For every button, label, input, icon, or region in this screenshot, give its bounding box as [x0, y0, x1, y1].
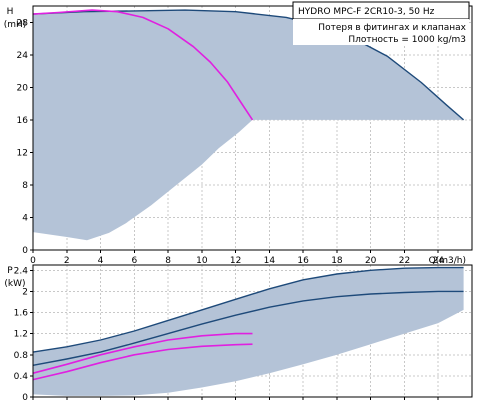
power-ytick-label: 1.2 [14, 330, 28, 340]
power-panel: 0 0.4 0.8 1.2 1.6 2 2.4P (kW) [4, 264, 473, 400]
head-operating-area [33, 10, 464, 241]
head-xtick-label: 20 [365, 256, 377, 266]
head-xtick-label: 18 [331, 256, 343, 266]
head-xtick-label: 8 [165, 256, 171, 266]
power-ytick-label: 2.4 [14, 266, 29, 276]
head-ytick-label: 4 [22, 213, 28, 223]
head-ytick-label: 12 [17, 148, 28, 158]
power-series-line-3 [32, 343, 253, 381]
power-series-line-2 [32, 332, 253, 374]
head-ytick-label: 28 [17, 18, 29, 28]
head-xlabel: Q(m3/h) [429, 256, 466, 266]
head-xtick-label: 4 [98, 256, 104, 266]
power-plot-border [32, 264, 473, 398]
head-xtick-label: 12 [230, 256, 241, 266]
head-xtick-label: 2 [64, 256, 70, 266]
power-operating-area [33, 267, 464, 396]
head-ytick-label: 8 [22, 181, 28, 191]
power-ytick-label: 0.4 [14, 372, 29, 382]
power-ytick-label: 1.6 [14, 309, 29, 319]
head-xtick-label: 24 [433, 256, 445, 266]
head-xtick-label: 14 [264, 256, 276, 266]
power-ytick-label: 0 [22, 393, 28, 400]
head-plot-border [32, 5, 473, 251]
head-xtick-label: 6 [131, 256, 137, 266]
power-ytick-label: 2 [22, 287, 28, 297]
power-series-line-1 [32, 290, 464, 366]
head-series-line-1 [32, 9, 254, 121]
head-ylabel: H [7, 7, 14, 17]
power-ylabel-unit: (kW) [4, 279, 25, 289]
power-ytick-label: 0.8 [14, 351, 29, 361]
power-ylabel: P [7, 266, 13, 276]
head-xtick-label: 0 [30, 256, 36, 266]
legend-note: Плотность = 1000 kg/m3 [348, 35, 466, 45]
legend-title: HYDRO MPC-F 2CR10-3, 50 Hz [298, 7, 435, 17]
head-ylabel-unit: (mH) [4, 20, 27, 30]
head-ytick-label: 24 [17, 51, 29, 61]
head-xtick-label: 22 [399, 256, 410, 266]
legend-note: Потеря в фитингах и клапанах [318, 23, 466, 33]
head-ytick-label: 0 [22, 246, 28, 256]
legend: HYDRO MPC-F 2CR10-3, 50 Hz Потеря в фитин… [292, 1, 470, 45]
legend-notes-box [293, 19, 469, 45]
head-ytick-label: 16 [17, 116, 29, 126]
head-ytick-label: 20 [17, 83, 29, 93]
head-xtick-label: 16 [297, 256, 309, 266]
power-series-line-0 [32, 266, 464, 353]
head-xtick-label: 10 [196, 256, 208, 266]
